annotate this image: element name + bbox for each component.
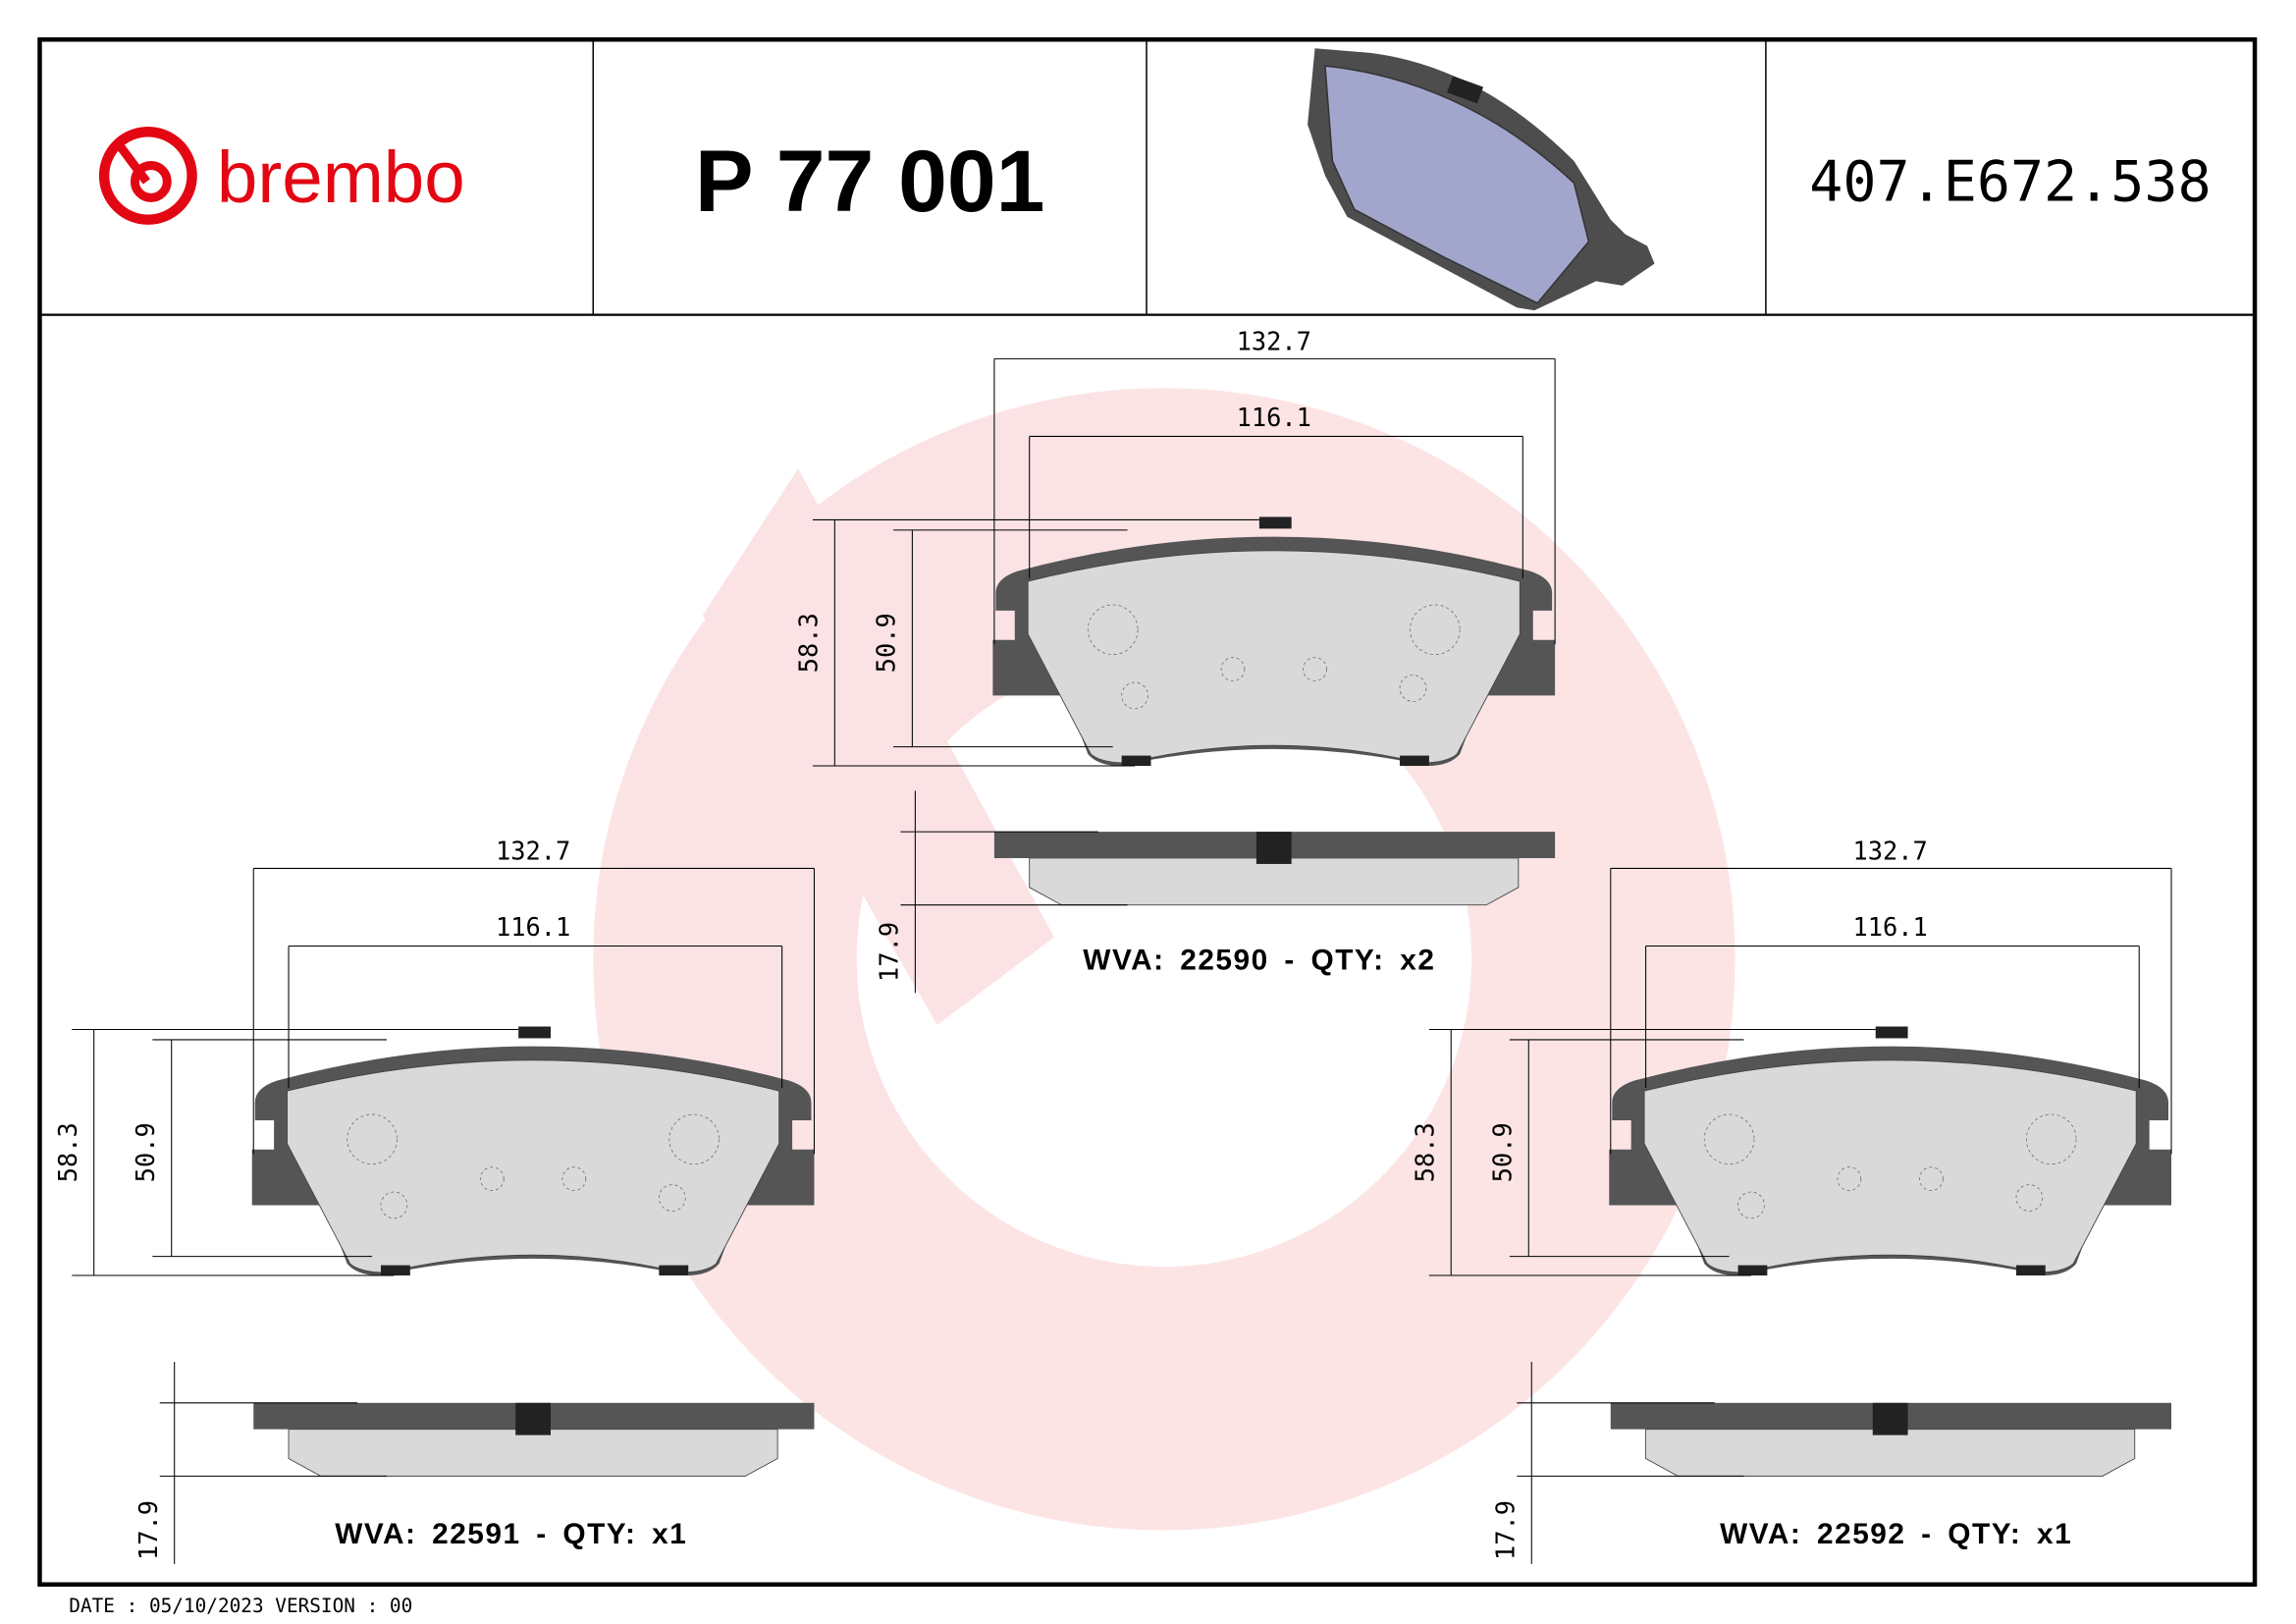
side-view-clip xyxy=(515,1402,551,1435)
side-view-clip xyxy=(1872,1402,1908,1435)
hole-outline xyxy=(347,1113,398,1165)
wva-quantity-label: WVA: 22592 - QTY: x1 xyxy=(1720,1518,2072,1550)
dimension-height-inner: 50.9 xyxy=(1487,1122,1517,1182)
dimension-width-inner: 116.1 xyxy=(496,912,570,942)
dimension-height-outer: 58.3 xyxy=(793,613,823,673)
hole-outline xyxy=(561,1166,587,1191)
hole-outline xyxy=(668,1113,720,1165)
reference-number: 407.E672.538 xyxy=(1809,149,2211,214)
side-view-friction xyxy=(1029,857,1520,906)
dimension-width-outer: 132.7 xyxy=(1237,326,1311,355)
wva-quantity-label: WVA: 22591 - QTY: x1 xyxy=(335,1518,687,1550)
hole-outline xyxy=(1087,604,1139,656)
dimension-thickness: 17.9 xyxy=(874,922,903,982)
part-number: P 77 001 xyxy=(695,132,1045,230)
brake-pad-assembly: 132.7 116.1 58.3 50.9 17.9 WVA: 22590 - QTY: … xyxy=(793,326,1556,994)
friction-material xyxy=(1643,1059,2137,1273)
hole-outline xyxy=(1121,681,1148,710)
hole-outline xyxy=(1837,1166,1862,1191)
friction-material xyxy=(287,1059,780,1273)
clip xyxy=(380,1265,410,1276)
hole-outline xyxy=(1919,1166,1944,1191)
hole-outline xyxy=(658,1184,686,1212)
clip xyxy=(2015,1265,2046,1276)
brembo-logo-icon xyxy=(98,127,197,225)
hole-outline xyxy=(1703,1113,1755,1165)
wear-clip xyxy=(518,1026,551,1039)
brand-name: brembo xyxy=(217,135,465,218)
hole-outline xyxy=(1303,657,1327,681)
dimension-width-inner: 116.1 xyxy=(1237,403,1311,432)
hole-outline xyxy=(2015,1184,2044,1212)
clip xyxy=(1737,1265,1768,1276)
brake-pad-preview-image xyxy=(1308,48,1655,311)
hole-outline xyxy=(1737,1191,1765,1219)
clip xyxy=(1121,755,1151,767)
hole-outline xyxy=(2025,1113,2077,1165)
friction-material xyxy=(1027,550,1521,764)
hole-outline xyxy=(1220,657,1246,681)
dimension-height-inner: 50.9 xyxy=(131,1122,160,1182)
side-view-clip xyxy=(1255,832,1292,864)
hole-outline xyxy=(1399,675,1427,702)
brembo-logo: brembo xyxy=(98,127,465,225)
side-view-friction xyxy=(1645,1429,2136,1477)
dimension-height-outer: 58.3 xyxy=(1410,1122,1439,1182)
clip xyxy=(1400,755,1429,767)
dimension-width-inner: 116.1 xyxy=(1853,912,1928,942)
date-version-footer: DATE : 05/10/2023 VERSION : 00 xyxy=(69,1595,412,1617)
dimension-height-inner: 50.9 xyxy=(871,613,900,673)
dimension-width-outer: 132.7 xyxy=(496,836,570,865)
hole-outline xyxy=(380,1191,408,1219)
dimension-thickness: 17.9 xyxy=(1490,1500,1520,1560)
dimension-height-outer: 58.3 xyxy=(53,1122,82,1182)
wear-clip xyxy=(1258,516,1292,529)
hole-outline xyxy=(1410,604,1461,656)
dimension-width-outer: 132.7 xyxy=(1853,836,1928,865)
hole-outline xyxy=(480,1166,505,1191)
brake-pad-assembly: 132.7 116.1 58.3 50.9 17.9 WVA: 22591 - QTY: … xyxy=(53,836,815,1564)
brake-pad-assembly: 132.7 116.1 58.3 50.9 17.9 WVA: 22592 - QTY: … xyxy=(1410,836,2172,1564)
clip xyxy=(659,1265,689,1276)
wva-quantity-label: WVA: 22590 - QTY: x2 xyxy=(1083,944,1435,976)
side-view-friction xyxy=(288,1429,778,1477)
wear-clip xyxy=(1875,1026,1908,1039)
dimension-thickness: 17.9 xyxy=(133,1500,163,1560)
